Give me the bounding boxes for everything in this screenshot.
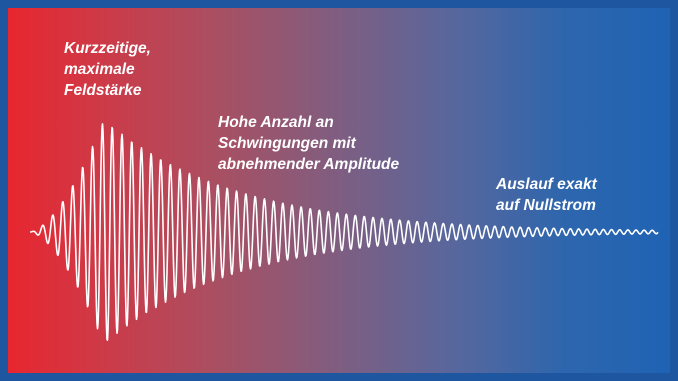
label-decay-line-1: Hohe Anzahl an <box>218 114 334 131</box>
label-decaying-oscillations: Hohe Anzahl an Schwingungen mit abnehmen… <box>218 112 399 175</box>
label-decay-line-2: Schwingungen mit <box>218 135 356 152</box>
damped-oscillation-wave <box>29 123 659 342</box>
label-peak-line-1: Kurzzeitige, <box>64 40 151 57</box>
wave-line <box>29 123 659 342</box>
label-end-line-1: Auslauf exakt <box>496 176 597 193</box>
label-peak-line-3: Feldstärke <box>64 82 142 99</box>
label-zero-current-end: Auslauf exakt auf Nullstrom <box>496 174 597 216</box>
label-peak-field-strength: Kurzzeitige, maximale Feldstärke <box>64 38 151 101</box>
label-peak-line-2: maximale <box>64 61 135 78</box>
diagram-panel: Kurzzeitige, maximale Feldstärke Hohe An… <box>8 8 670 373</box>
label-decay-line-3: abnehmender Amplitude <box>218 156 400 173</box>
label-end-line-2: auf Nullstrom <box>496 197 596 214</box>
